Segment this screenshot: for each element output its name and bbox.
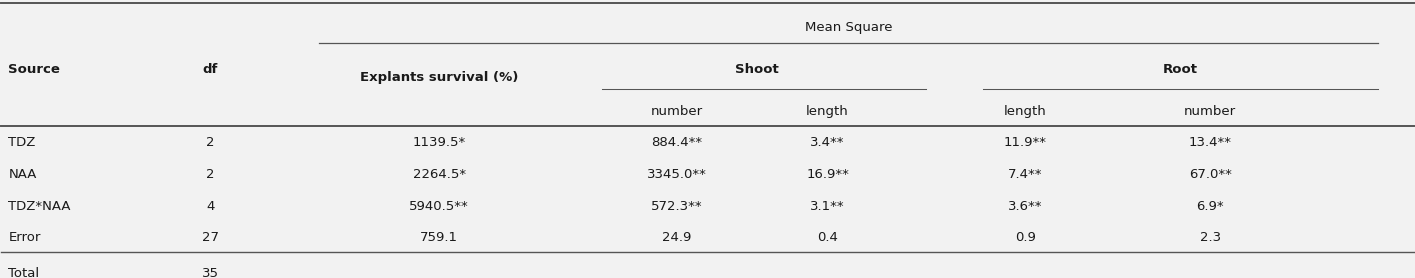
Text: Error: Error [8, 231, 41, 244]
Text: number: number [1184, 105, 1237, 118]
Text: 13.4**: 13.4** [1189, 136, 1231, 149]
Text: 2264.5*: 2264.5* [413, 168, 466, 181]
Text: 3.4**: 3.4** [811, 136, 845, 149]
Text: 884.4**: 884.4** [651, 136, 702, 149]
Text: 2: 2 [207, 136, 215, 149]
Text: Shoot: Shoot [734, 63, 778, 76]
Text: 6.9*: 6.9* [1197, 200, 1224, 213]
Text: 5940.5**: 5940.5** [409, 200, 468, 213]
Text: 3.1**: 3.1** [811, 200, 845, 213]
Text: 0.9: 0.9 [1015, 231, 1036, 244]
Text: TDZ*NAA: TDZ*NAA [8, 200, 71, 213]
Text: 67.0**: 67.0** [1189, 168, 1231, 181]
Text: length: length [1003, 105, 1047, 118]
Text: 572.3**: 572.3** [651, 200, 702, 213]
Text: 0.4: 0.4 [816, 231, 838, 244]
Text: 2.3: 2.3 [1200, 231, 1221, 244]
Text: Source: Source [8, 63, 61, 76]
Text: df: df [202, 63, 218, 76]
Text: 35: 35 [202, 267, 219, 278]
Text: 11.9**: 11.9** [1003, 136, 1047, 149]
Text: Mean Square: Mean Square [805, 21, 893, 34]
Text: TDZ: TDZ [8, 136, 35, 149]
Text: length: length [807, 105, 849, 118]
Text: 3.6**: 3.6** [1007, 200, 1043, 213]
Text: 4: 4 [207, 200, 215, 213]
Text: 27: 27 [202, 231, 219, 244]
Text: 759.1: 759.1 [420, 231, 458, 244]
Text: 7.4**: 7.4** [1007, 168, 1043, 181]
Text: Explants survival (%): Explants survival (%) [359, 71, 518, 84]
Text: Root: Root [1163, 63, 1199, 76]
Text: 16.9**: 16.9** [807, 168, 849, 181]
Text: 24.9: 24.9 [662, 231, 691, 244]
Text: 1139.5*: 1139.5* [413, 136, 466, 149]
Text: number: number [651, 105, 702, 118]
Text: NAA: NAA [8, 168, 37, 181]
Text: 2: 2 [207, 168, 215, 181]
Text: Total: Total [8, 267, 40, 278]
Text: 3345.0**: 3345.0** [647, 168, 706, 181]
